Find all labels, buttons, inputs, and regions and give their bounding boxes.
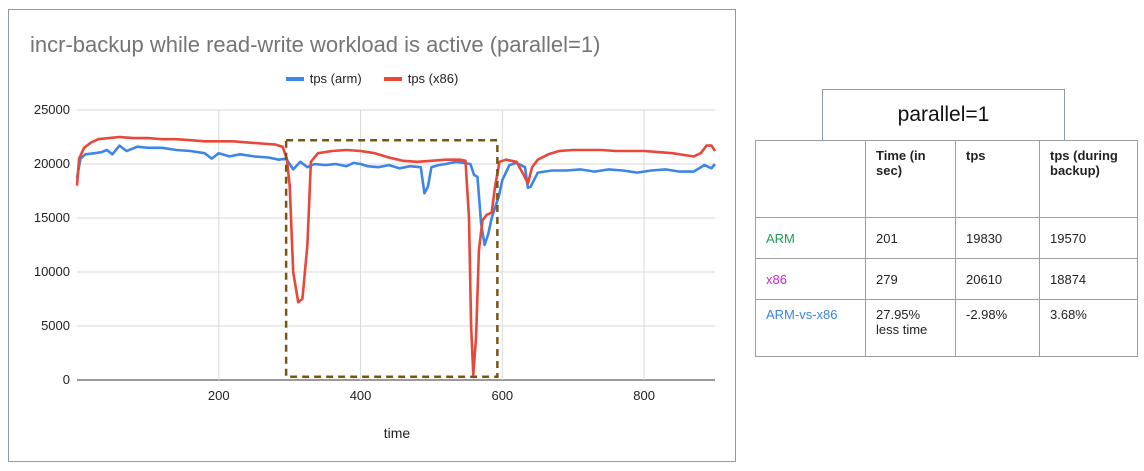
table-cell: 19830 [955, 217, 1040, 259]
x-axis-title: time [383, 425, 411, 441]
table-row: ARM-vs-x86 27.95% less time -2.98% 3.68% [755, 299, 1138, 357]
table-header-cell [755, 140, 866, 218]
table-row: ARM 201 19830 19570 [755, 217, 1138, 259]
y-tick-label: 25000 [34, 102, 70, 117]
row-label-x86: x86 [755, 258, 866, 300]
line-chart-plot: 0 5000 10000 15000 20000 25000 200 400 600 800 [34, 102, 717, 403]
results-table: Time (in sec) tps tps (during backup) AR… [755, 140, 1138, 357]
series-line-x86 [75, 135, 717, 376]
x-tick-label: 400 [350, 388, 372, 403]
table-header-cell: Time (in sec) [865, 140, 956, 218]
y-tick-label: 10000 [34, 264, 70, 279]
table-cell: 201 [865, 217, 956, 259]
chart-panel: incr-backup while read-write workload is… [8, 9, 736, 462]
row-label-arm-vs-x86: ARM-vs-x86 [755, 299, 866, 357]
x-tick-label: 200 [208, 388, 230, 403]
parallel-label: parallel=1 [822, 89, 1065, 141]
y-tick-label: 15000 [34, 210, 70, 225]
table-cell: 279 [865, 258, 956, 300]
legend-swatch-x86 [383, 77, 402, 81]
table-cell: 3.68% [1039, 299, 1138, 357]
table-header-cell: tps (during backup) [1039, 140, 1138, 218]
legend-label-x86: tps (x86) [407, 71, 459, 86]
table-header-cell: tps [955, 140, 1040, 218]
chart-legend: tps (arm) tps (x86) [9, 71, 735, 86]
y-tick-label: 0 [63, 372, 70, 387]
table-row: x86 279 20610 18874 [755, 258, 1138, 300]
table-cell: 20610 [955, 258, 1040, 300]
x-tick-label: 800 [633, 388, 655, 403]
table-cell: 18874 [1039, 258, 1138, 300]
table-cell: 27.95% less time [865, 299, 956, 357]
table-header-row: Time (in sec) tps tps (during backup) [755, 140, 1138, 218]
legend-item-arm: tps (arm) [285, 71, 362, 86]
legend-swatch-arm [285, 77, 304, 81]
table-cell: 19570 [1039, 217, 1138, 259]
backup-window-highlight [284, 138, 499, 379]
y-tick-label: 5000 [41, 318, 70, 333]
legend-label-arm: tps (arm) [309, 71, 362, 86]
row-label-arm: ARM [755, 217, 866, 259]
chart-title: incr-backup while read-write workload is… [30, 32, 601, 57]
x-tick-label: 600 [491, 388, 513, 403]
y-tick-label: 20000 [34, 156, 70, 171]
legend-item-x86: tps (x86) [383, 71, 459, 86]
series-line-arm [75, 144, 717, 247]
table-cell: -2.98% [955, 299, 1040, 357]
